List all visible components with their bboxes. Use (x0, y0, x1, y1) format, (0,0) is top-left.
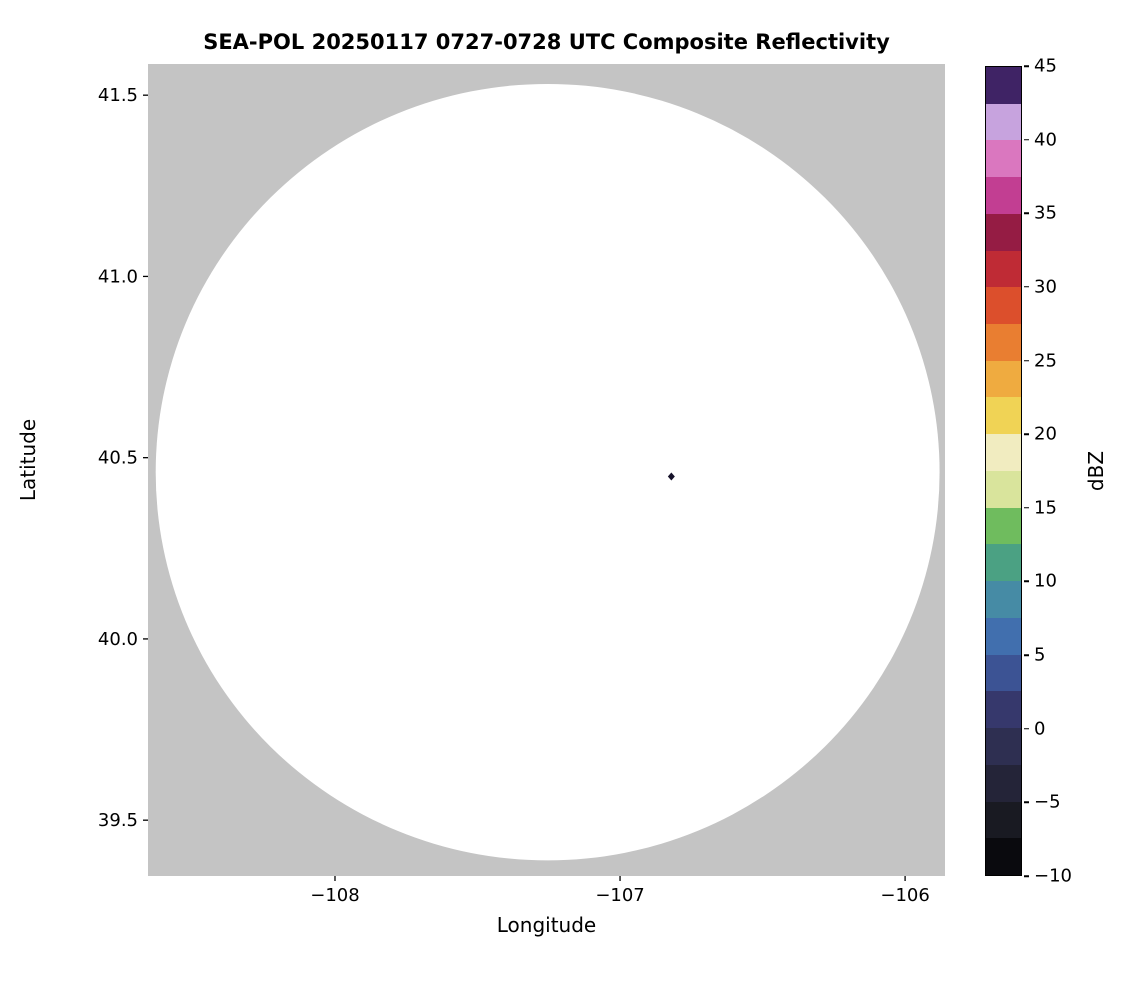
colorbar-band (986, 507, 1021, 545)
y-tick-label: 41.5 (98, 85, 138, 106)
x-tick-label: −106 (880, 885, 929, 906)
y-tick-label: 40.5 (98, 448, 138, 469)
colorbar-band (986, 728, 1021, 765)
colorbar-tick-label: 40 (1034, 129, 1057, 151)
colorbar (985, 66, 1022, 876)
colorbar-band (986, 654, 1021, 692)
colorbar-tick (1024, 801, 1029, 804)
colorbar-band (986, 250, 1021, 288)
colorbar-tick (1024, 359, 1029, 362)
colorbar-tick-label: 25 (1034, 350, 1057, 372)
colorbar-band (986, 544, 1021, 582)
colorbar-band (986, 691, 1021, 729)
colorbar-tick (1024, 138, 1029, 141)
colorbar-band (986, 287, 1021, 324)
colorbar-band (986, 66, 1021, 104)
colorbar-band (986, 581, 1021, 618)
radar-coverage-circle (155, 83, 940, 861)
colorbar-band (986, 177, 1021, 214)
colorbar-band (986, 801, 1021, 839)
colorbar-band (986, 103, 1021, 141)
colorbar-band (986, 360, 1021, 398)
colorbar-band (986, 434, 1021, 471)
colorbar-band (986, 140, 1021, 178)
colorbar-tick (1024, 727, 1029, 730)
colorbar-tick-label: 0 (1034, 718, 1046, 740)
y-tick-label: 39.5 (98, 810, 138, 831)
colorbar-tick-label: 15 (1034, 497, 1057, 519)
colorbar-tick-label: 10 (1034, 570, 1057, 592)
colorbar-tick (1024, 65, 1029, 67)
colorbar-tick-label: 5 (1034, 644, 1046, 666)
chart-title: SEA-POL 20250117 0727-0728 UTC Composite… (203, 30, 890, 54)
radar-echo (667, 472, 675, 481)
colorbar-tick (1024, 433, 1029, 435)
colorbar-tick-label: 30 (1034, 276, 1057, 298)
colorbar-band (986, 397, 1021, 435)
colorbar-tick (1024, 286, 1029, 288)
colorbar-label: dBZ (1084, 450, 1108, 492)
colorbar-band (986, 470, 1021, 508)
colorbar-band (986, 323, 1021, 361)
colorbar-tick (1024, 507, 1029, 509)
x-tick-label: −107 (595, 885, 644, 906)
colorbar-tick-label: 45 (1034, 55, 1057, 77)
colorbar-tick-label: −10 (1034, 865, 1072, 887)
colorbar-band (986, 838, 1021, 875)
colorbar-tick-label: 20 (1034, 423, 1057, 445)
colorbar-tick-label: 35 (1034, 202, 1057, 224)
colorbar-band (986, 213, 1021, 251)
colorbar-tick-label: −5 (1034, 791, 1061, 813)
colorbar-tick (1024, 580, 1029, 583)
y-tick-label: 40.0 (98, 629, 138, 650)
colorbar-tick (1024, 875, 1029, 877)
x-tick-label: −108 (310, 885, 359, 906)
colorbar-band (986, 617, 1021, 655)
colorbar-tick (1024, 212, 1029, 215)
y-tick-label: 41.0 (98, 266, 138, 287)
colorbar-tick (1024, 654, 1029, 656)
colorbar-band (986, 764, 1021, 802)
x-axis-label: Longitude (496, 913, 597, 937)
